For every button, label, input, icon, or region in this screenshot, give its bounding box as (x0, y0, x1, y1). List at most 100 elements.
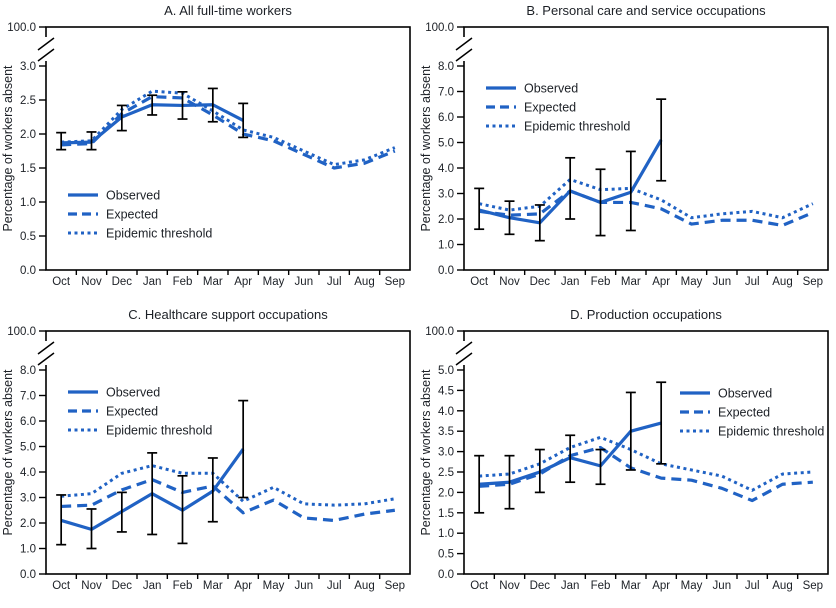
error-bars (56, 87, 249, 151)
x-tick-label: Jan (143, 276, 162, 288)
legend: Observed Expected Epidemic threshold (486, 82, 630, 134)
y-tick-label: 5.0 (20, 442, 36, 454)
y-tick-label: 0.0 (20, 265, 36, 277)
x-tick-label: Nov (81, 580, 102, 592)
x-tick-label: Aug (772, 276, 792, 288)
expected-line (61, 94, 396, 170)
y-tick-label: 0.0 (438, 569, 454, 581)
axis-break-gap (44, 341, 48, 365)
y-axis-label: Percentage of workers absent (1, 369, 15, 536)
plot-frame (45, 26, 411, 271)
axis-break-icon (455, 37, 473, 62)
epidemic-threshold-line (61, 464, 396, 507)
plot-frame (45, 330, 411, 575)
epidemic-threshold-line (478, 177, 814, 220)
legend-label: Expected (718, 406, 770, 420)
x-tick-label: Dec (530, 276, 551, 288)
axis-break-icon (455, 341, 473, 366)
expected-line (479, 445, 813, 503)
legend-label: Expected (106, 405, 158, 419)
y-top-tick-label: 100.0 (425, 22, 454, 34)
legend-label: Expected (106, 208, 158, 222)
x-tick-label: Sep (803, 580, 823, 592)
y-tick-label: 7.0 (438, 87, 454, 99)
x-tick-label: Oct (470, 276, 489, 288)
epidemic-threshold-line (479, 435, 813, 492)
legend-label: Observed (718, 387, 772, 401)
y-tick-label: 1.0 (438, 240, 454, 252)
chart-panel-c: C. Healthcare support occupations 0.0 1.0 2… (1, 307, 411, 592)
plot-frame (463, 330, 829, 575)
x-tick-label: Jan (561, 276, 580, 288)
y-tick-label: 2.0 (20, 129, 36, 141)
y-tick-label: 0.5 (20, 231, 36, 243)
x-tick-label: Feb (173, 276, 193, 288)
x-tick-label: Oct (52, 580, 71, 592)
x-tick-label: Nov (499, 580, 520, 592)
x-tick-label: Nov (81, 276, 102, 288)
y-tick-label: 2.0 (438, 214, 454, 226)
x-tick-label: Sep (385, 276, 405, 288)
x-tick-label: Jan (561, 580, 580, 592)
x-tick-label: May (263, 580, 285, 592)
x-tick-label: Jan (143, 580, 162, 592)
y-axis-ticks: 0.0 1.0 2.0 3.0 4.0 5.0 6.0 7.0 8.0 100.0 (425, 22, 464, 277)
y-tick-label: 0.5 (438, 549, 454, 561)
y-tick-label: 3.0 (20, 493, 36, 505)
x-tick-label: May (263, 276, 285, 288)
y-tick-label: 4.5 (438, 385, 454, 397)
panel-title: B. Personal care and service occupations (526, 3, 766, 18)
y-tick-label: 2.0 (20, 518, 36, 530)
y-tick-label: 1.0 (438, 528, 454, 540)
panel-a: A. All full-time workers 0.0 0.5 1.0 1.5 2.0 2… (0, 0, 418, 304)
legend: Observed Expected Epidemic threshold (68, 189, 212, 241)
legend-label: Epidemic threshold (524, 120, 630, 134)
legend-label: Epidemic threshold (718, 425, 824, 439)
y-top-tick-label: 100.0 (7, 326, 36, 338)
y-tick-label: 2.5 (20, 95, 36, 107)
y-tick-label: 6.0 (438, 112, 454, 124)
panel-title: A. All full-time workers (164, 3, 292, 18)
x-tick-label: Mar (203, 580, 223, 592)
y-tick-label: 1.5 (20, 163, 36, 175)
y-tick-label: 4.0 (438, 163, 454, 175)
y-tick-label: 6.0 (20, 416, 36, 428)
x-tick-label: Jun (295, 580, 314, 592)
legend-label: Observed (524, 82, 578, 96)
y-tick-label: 3.5 (438, 426, 454, 438)
epidemic-threshold-line (61, 89, 396, 167)
y-tick-label: 5.0 (438, 138, 454, 150)
panel-d: D. Production occupations 0.0 0.5 1.0 1.5 2.0… (418, 304, 836, 608)
x-tick-label: Apr (652, 276, 670, 288)
y-axis-ticks: 0.0 0.5 1.0 1.5 2.0 2.5 3.0 100.0 (7, 22, 46, 277)
expected-line (61, 478, 396, 523)
x-tick-label: Sep (803, 276, 823, 288)
x-tick-label: Dec (112, 276, 133, 288)
panel-c: C. Healthcare support occupations 0.0 1.0 2… (0, 304, 418, 608)
y-tick-label: 7.0 (20, 391, 36, 403)
y-tick-label: 2.0 (438, 487, 454, 499)
panel-title: C. Healthcare support occupations (128, 307, 328, 322)
y-tick-label: 4.0 (20, 467, 36, 479)
x-axis-ticks: Oct Nov Dec Jan Feb Mar Apr May Jun Jul Aug Sep (52, 574, 405, 592)
y-tick-label: 1.0 (20, 197, 36, 209)
x-tick-label: Jun (295, 276, 314, 288)
y-tick-label: 0.0 (20, 569, 36, 581)
legend-label: Epidemic threshold (106, 227, 212, 241)
x-tick-label: Jul (327, 276, 342, 288)
y-tick-label: 4.0 (438, 406, 454, 418)
axis-break-gap (462, 341, 466, 365)
x-tick-label: Jul (327, 580, 342, 592)
x-tick-label: Apr (652, 580, 670, 592)
y-axis-ticks: 0.0 1.0 2.0 3.0 4.0 5.0 6.0 7.0 8.0 100.0 (7, 326, 46, 581)
y-tick-label: 3.0 (438, 447, 454, 459)
x-tick-label: Dec (530, 580, 551, 592)
x-tick-label: Feb (591, 276, 611, 288)
axis-break-gap (44, 37, 48, 61)
x-tick-label: Nov (499, 276, 520, 288)
expected-line (478, 189, 814, 227)
x-tick-label: May (681, 276, 703, 288)
y-tick-label: 5.0 (438, 365, 454, 377)
x-tick-label: Oct (470, 580, 489, 592)
y-axis-ticks: 0.0 0.5 1.0 1.5 2.0 2.5 3.0 3.5 4.0 4.5 5.0 100.0 (425, 326, 464, 581)
